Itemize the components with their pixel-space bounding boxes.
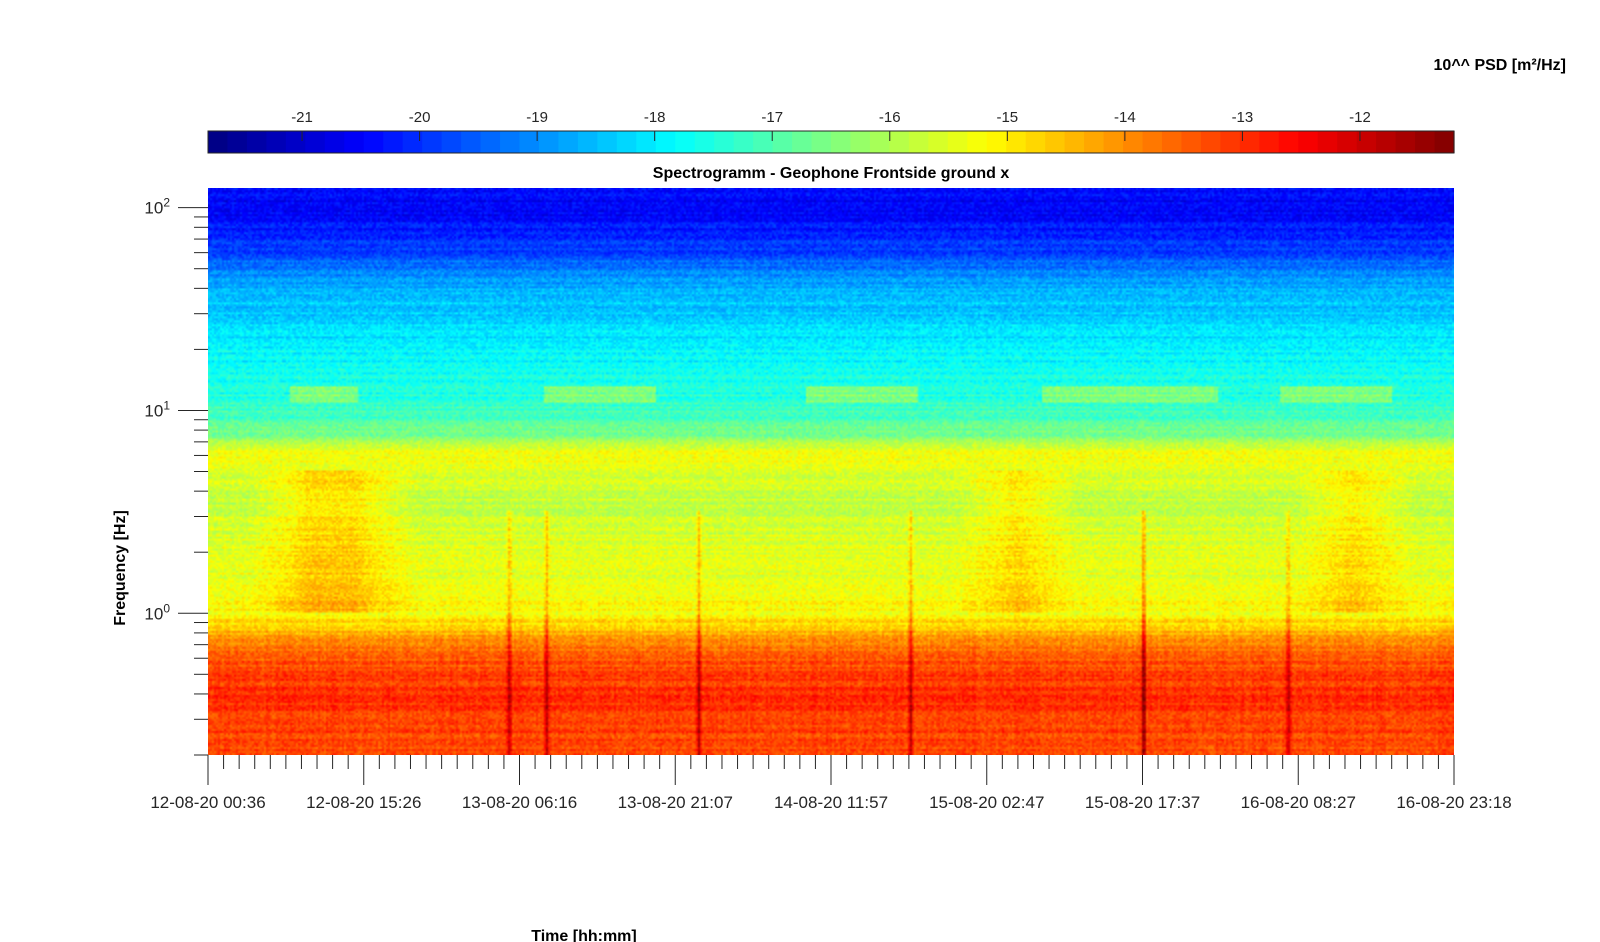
colorbar-tick-label: -13 (1232, 109, 1254, 126)
colorbar-cell (967, 131, 988, 153)
colorbar-cell (889, 131, 910, 153)
colorbar-cell (1045, 131, 1066, 153)
colorbar-cell (383, 131, 404, 153)
colorbar-cell (811, 131, 832, 153)
colorbar-tick-label: -18 (644, 109, 666, 126)
colorbar-cell (500, 131, 521, 153)
colorbar-cell (1025, 131, 1046, 153)
colorbar-cell (422, 131, 443, 153)
colorbar-cell (694, 131, 715, 153)
colorbar-cell (1356, 131, 1377, 153)
colorbar-cell (1006, 131, 1027, 153)
x-tick-label: 12-08-20 00:36 (150, 793, 265, 812)
chart-title: Spectrogramm - Geophone Frontside ground… (653, 165, 1010, 182)
colorbar-cell (1123, 131, 1144, 153)
colorbar-cell (208, 131, 229, 153)
colorbar-cell (1181, 131, 1202, 153)
colorbar-cell (753, 131, 774, 153)
colorbar-frame (207, 130, 1455, 154)
colorbar-tick-label: -15 (996, 109, 1018, 126)
colorbar-cell (597, 131, 618, 153)
colorbar-cell (1376, 131, 1397, 153)
colorbar-cell (636, 131, 657, 153)
colorbar-cell (772, 131, 793, 153)
colorbar-cell (305, 131, 326, 153)
colorbar-cell (538, 131, 560, 153)
colorbar-cell (1434, 131, 1455, 153)
y-axis-label: Frequency [Hz] (112, 510, 129, 626)
colorbar-cell (246, 131, 268, 153)
colorbar-cell (1259, 131, 1280, 153)
colorbar-tick-label: -12 (1349, 109, 1371, 126)
colorbar-label: 10^^ PSD [m²/Hz] (1434, 57, 1566, 74)
colorbar-cell (1278, 131, 1299, 153)
colorbar-cell (1317, 131, 1338, 153)
colorbar-cell (344, 131, 365, 153)
colorbar-cell (1298, 131, 1319, 153)
colorbar-ticks: -21 -20 -19 -18 -17 -16 -15 -14 -13 -12 (291, 109, 1371, 126)
spectrogram-image-wrapper (208, 188, 1454, 755)
colorbar-cell (616, 131, 637, 153)
colorbar-cell (227, 131, 248, 153)
colorbar-cell (986, 131, 1007, 153)
x-tick-label: 12-08-20 15:26 (306, 793, 421, 812)
colorbar-cell (266, 131, 287, 153)
colorbar-cell (519, 131, 540, 153)
colorbar-cell (1161, 131, 1183, 153)
x-tick-label: 15-08-20 02:47 (929, 793, 1044, 812)
x-tick-label: 13-08-20 21:07 (618, 793, 733, 812)
colorbar-cell (441, 131, 462, 153)
x-tick-label: 16-08-20 23:18 (1396, 793, 1511, 812)
y-tick-label: 102 (144, 196, 170, 218)
x-tick-label: 14-08-20 11:57 (774, 793, 888, 812)
x-tick-label: 13-08-20 06:16 (462, 793, 577, 812)
colorbar-cell (1084, 131, 1105, 153)
colorbar-cell (577, 131, 598, 153)
y-tick-label: 100 (144, 601, 170, 623)
colorbar-cell (908, 131, 929, 153)
axes: 100 101 102 12-08-20 00:36 12-08-20 15:26 13-… (144, 196, 1511, 812)
colorbar-cell (655, 131, 676, 153)
colorbar-cell (947, 131, 968, 153)
colorbar-cell (831, 131, 852, 153)
colorbar-steps (207, 130, 1455, 154)
colorbar-cell (558, 131, 579, 153)
colorbar-tick-label: -17 (761, 109, 783, 126)
colorbar-cell (928, 131, 949, 153)
colorbar-tick-label: -14 (1114, 109, 1136, 126)
spectrogram-image (208, 188, 1454, 755)
colorbar: 10^^ PSD [m²/Hz] -21 -20 -19 -18 -17 -16 -15 -1… (207, 57, 1566, 154)
colorbar-tick-label: -19 (526, 109, 548, 126)
colorbar-cell (1337, 131, 1358, 153)
x-tick-label: 15-08-20 17:37 (1085, 793, 1200, 812)
colorbar-cell (792, 131, 813, 153)
colorbar-cell (733, 131, 754, 153)
colorbar-cell (363, 131, 384, 153)
colorbar-cell (324, 131, 345, 153)
colorbar-cell (1415, 131, 1436, 153)
colorbar-cell (402, 131, 423, 153)
colorbar-cell (1220, 131, 1241, 153)
colorbar-cell (714, 131, 735, 153)
colorbar-tick-label: -21 (291, 109, 313, 126)
colorbar-cell (461, 131, 482, 153)
colorbar-cell (1103, 131, 1124, 153)
colorbar-tick-label: -20 (409, 109, 431, 126)
x-axis-label: Time [hh:mm] (531, 928, 636, 942)
colorbar-cell (480, 131, 501, 153)
colorbar-cell (285, 131, 306, 153)
colorbar-cell (1395, 131, 1416, 153)
colorbar-cell (1064, 131, 1085, 153)
colorbar-cell (675, 131, 696, 153)
x-tick-label: 16-08-20 08:27 (1241, 793, 1356, 812)
colorbar-cell (1142, 131, 1163, 153)
colorbar-cell (1239, 131, 1260, 153)
colorbar-tick-label: -16 (879, 109, 901, 126)
colorbar-cell (869, 131, 891, 153)
colorbar-cell (850, 131, 871, 153)
y-tick-label: 101 (144, 398, 170, 420)
colorbar-cell (1200, 131, 1221, 153)
